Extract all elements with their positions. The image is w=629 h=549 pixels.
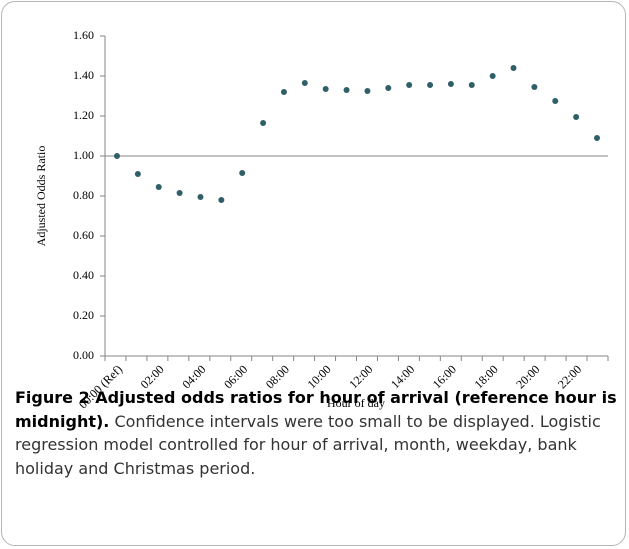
point	[218, 197, 225, 203]
point	[197, 194, 204, 200]
point	[447, 81, 454, 87]
point	[510, 65, 517, 71]
point	[280, 89, 287, 95]
point	[134, 171, 141, 177]
point	[531, 84, 538, 90]
caption-text: Confidence intervals were too small to b…	[15, 411, 601, 478]
point	[322, 86, 329, 92]
y-tick-label: 1.60	[73, 28, 94, 42]
point	[364, 88, 371, 94]
y-tick-label: 0.60	[73, 228, 94, 242]
point	[260, 120, 267, 126]
point	[468, 82, 475, 88]
point	[155, 184, 162, 190]
point	[176, 190, 183, 196]
x-axis-title: Hour of day	[327, 396, 385, 410]
y-tick-label: 1.20	[73, 108, 94, 122]
chart: Adjusted Odds Ratio Hour of day 0.00 0.20…	[34, 28, 609, 411]
point	[406, 82, 413, 88]
y-tick-label: 0.20	[73, 308, 94, 322]
caption-title: Figure 2 Adjusted odds ratios for hour o…	[15, 388, 617, 431]
point	[385, 85, 392, 91]
point	[301, 80, 308, 86]
y-tick-label: 0.80	[73, 188, 94, 202]
y-tick-label: 1.40	[73, 68, 94, 82]
point	[343, 87, 350, 93]
y-tick-label: 0.00	[73, 348, 94, 362]
point	[427, 82, 434, 88]
y-tick-label: 0.40	[73, 268, 94, 282]
caption: Figure 2 Adjusted odds ratios for hour o…	[15, 386, 620, 480]
point	[552, 98, 559, 104]
point	[114, 153, 120, 159]
y-axis-title: Adjusted Odds Ratio	[34, 146, 48, 247]
point	[594, 135, 600, 141]
point	[239, 170, 246, 176]
y-tick-label: 1.00	[73, 148, 94, 162]
point	[573, 114, 580, 120]
point	[489, 73, 496, 79]
